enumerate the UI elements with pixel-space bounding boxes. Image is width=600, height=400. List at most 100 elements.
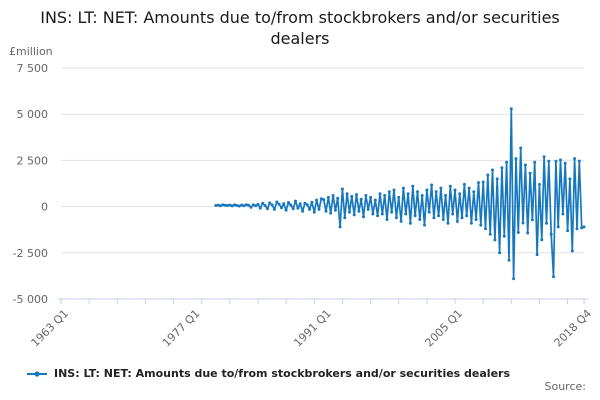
series-point — [315, 198, 319, 202]
series-point — [563, 161, 567, 165]
series-point — [338, 225, 342, 229]
x-tick-label: 1991 Q1 — [291, 307, 334, 350]
series-point — [251, 203, 255, 207]
series-point — [350, 194, 354, 198]
series-point — [526, 231, 530, 235]
series-point — [394, 216, 398, 220]
series-point — [355, 193, 358, 197]
series-point — [322, 198, 326, 202]
series-point — [383, 194, 387, 197]
series-point — [568, 177, 572, 181]
series-point — [228, 203, 232, 207]
series-point — [498, 251, 502, 255]
series-point — [484, 227, 487, 231]
series-point — [317, 207, 321, 211]
series-point — [509, 107, 513, 111]
series-point — [359, 197, 363, 201]
series-point — [437, 214, 441, 218]
series-point — [420, 194, 424, 197]
series-point — [376, 214, 380, 218]
series-point — [573, 157, 577, 161]
series-point — [444, 194, 448, 197]
series-point — [319, 197, 323, 201]
series-point — [277, 202, 281, 206]
series-point — [380, 212, 384, 216]
y-tick-label: -5 000 — [13, 293, 48, 306]
series-point — [547, 159, 551, 163]
series-point — [237, 204, 241, 208]
series-point — [537, 182, 541, 186]
series-point — [423, 223, 426, 227]
series-point — [324, 209, 328, 213]
series-point — [336, 196, 340, 200]
series-point — [348, 210, 351, 214]
series-point — [493, 238, 497, 242]
series-point — [401, 186, 405, 190]
series-point — [418, 218, 422, 221]
x-tick-label: 1963 Q1 — [29, 307, 72, 350]
series-point — [331, 194, 335, 197]
series-point — [465, 214, 469, 218]
series-point — [507, 258, 511, 262]
series-point — [371, 212, 375, 216]
y-tick-label: 2 500 — [17, 154, 49, 167]
series-point — [298, 202, 302, 206]
series-point — [545, 221, 548, 225]
series-point — [233, 203, 237, 207]
series-point — [373, 198, 377, 202]
series-point — [582, 225, 586, 229]
series-point — [500, 166, 504, 170]
series-point — [235, 204, 239, 207]
series-point — [275, 200, 279, 204]
series-point — [512, 277, 516, 281]
series-point — [326, 195, 330, 199]
series-point — [519, 146, 523, 150]
series-point — [345, 192, 349, 196]
series-point — [247, 203, 251, 207]
series-point — [408, 221, 412, 225]
y-tick-label: 7 500 — [17, 62, 49, 75]
chart-title-text: INS: LT: NET: Amounts due to/from stockb… — [40, 8, 560, 49]
series-point — [296, 206, 300, 210]
series-point — [263, 204, 267, 207]
series-point — [411, 184, 415, 188]
series-point — [460, 216, 464, 220]
series-point — [439, 186, 443, 190]
series-point — [413, 214, 417, 218]
series-point — [491, 168, 494, 172]
y-tick-label: 5 000 — [17, 108, 49, 121]
series-point — [364, 194, 368, 197]
source-label: Source: — [544, 380, 587, 393]
series-point — [528, 171, 532, 175]
series-point — [397, 195, 401, 199]
series-point — [427, 210, 431, 214]
series-point — [308, 207, 312, 211]
series-point — [272, 207, 276, 211]
series-point — [291, 207, 295, 211]
series-point — [312, 210, 316, 214]
series-point — [446, 221, 450, 225]
series-point — [258, 206, 262, 210]
series-point — [559, 158, 562, 162]
series-point — [404, 212, 408, 216]
series-point — [214, 204, 218, 207]
series-point — [390, 210, 394, 214]
series-point — [472, 190, 476, 194]
series-point — [448, 184, 452, 188]
series-point — [254, 204, 258, 208]
series-point — [268, 201, 272, 205]
series-point — [242, 204, 246, 208]
series-point — [223, 203, 227, 207]
legend-item[interactable]: INS: LT: NET: Amounts due to/from stockb… — [27, 367, 510, 380]
series-point — [455, 219, 459, 223]
series-point — [294, 199, 297, 203]
series-point — [474, 218, 478, 221]
series-point — [479, 223, 483, 227]
y-tick-label: -2 500 — [13, 247, 48, 260]
legend-item-label: INS: LT: NET: Amounts due to/from stockb… — [54, 367, 511, 380]
series-point — [554, 159, 558, 163]
series-point — [289, 203, 293, 207]
series-point — [399, 219, 403, 223]
y-axis-unit-label: £million — [9, 45, 53, 58]
series-point — [230, 204, 234, 208]
